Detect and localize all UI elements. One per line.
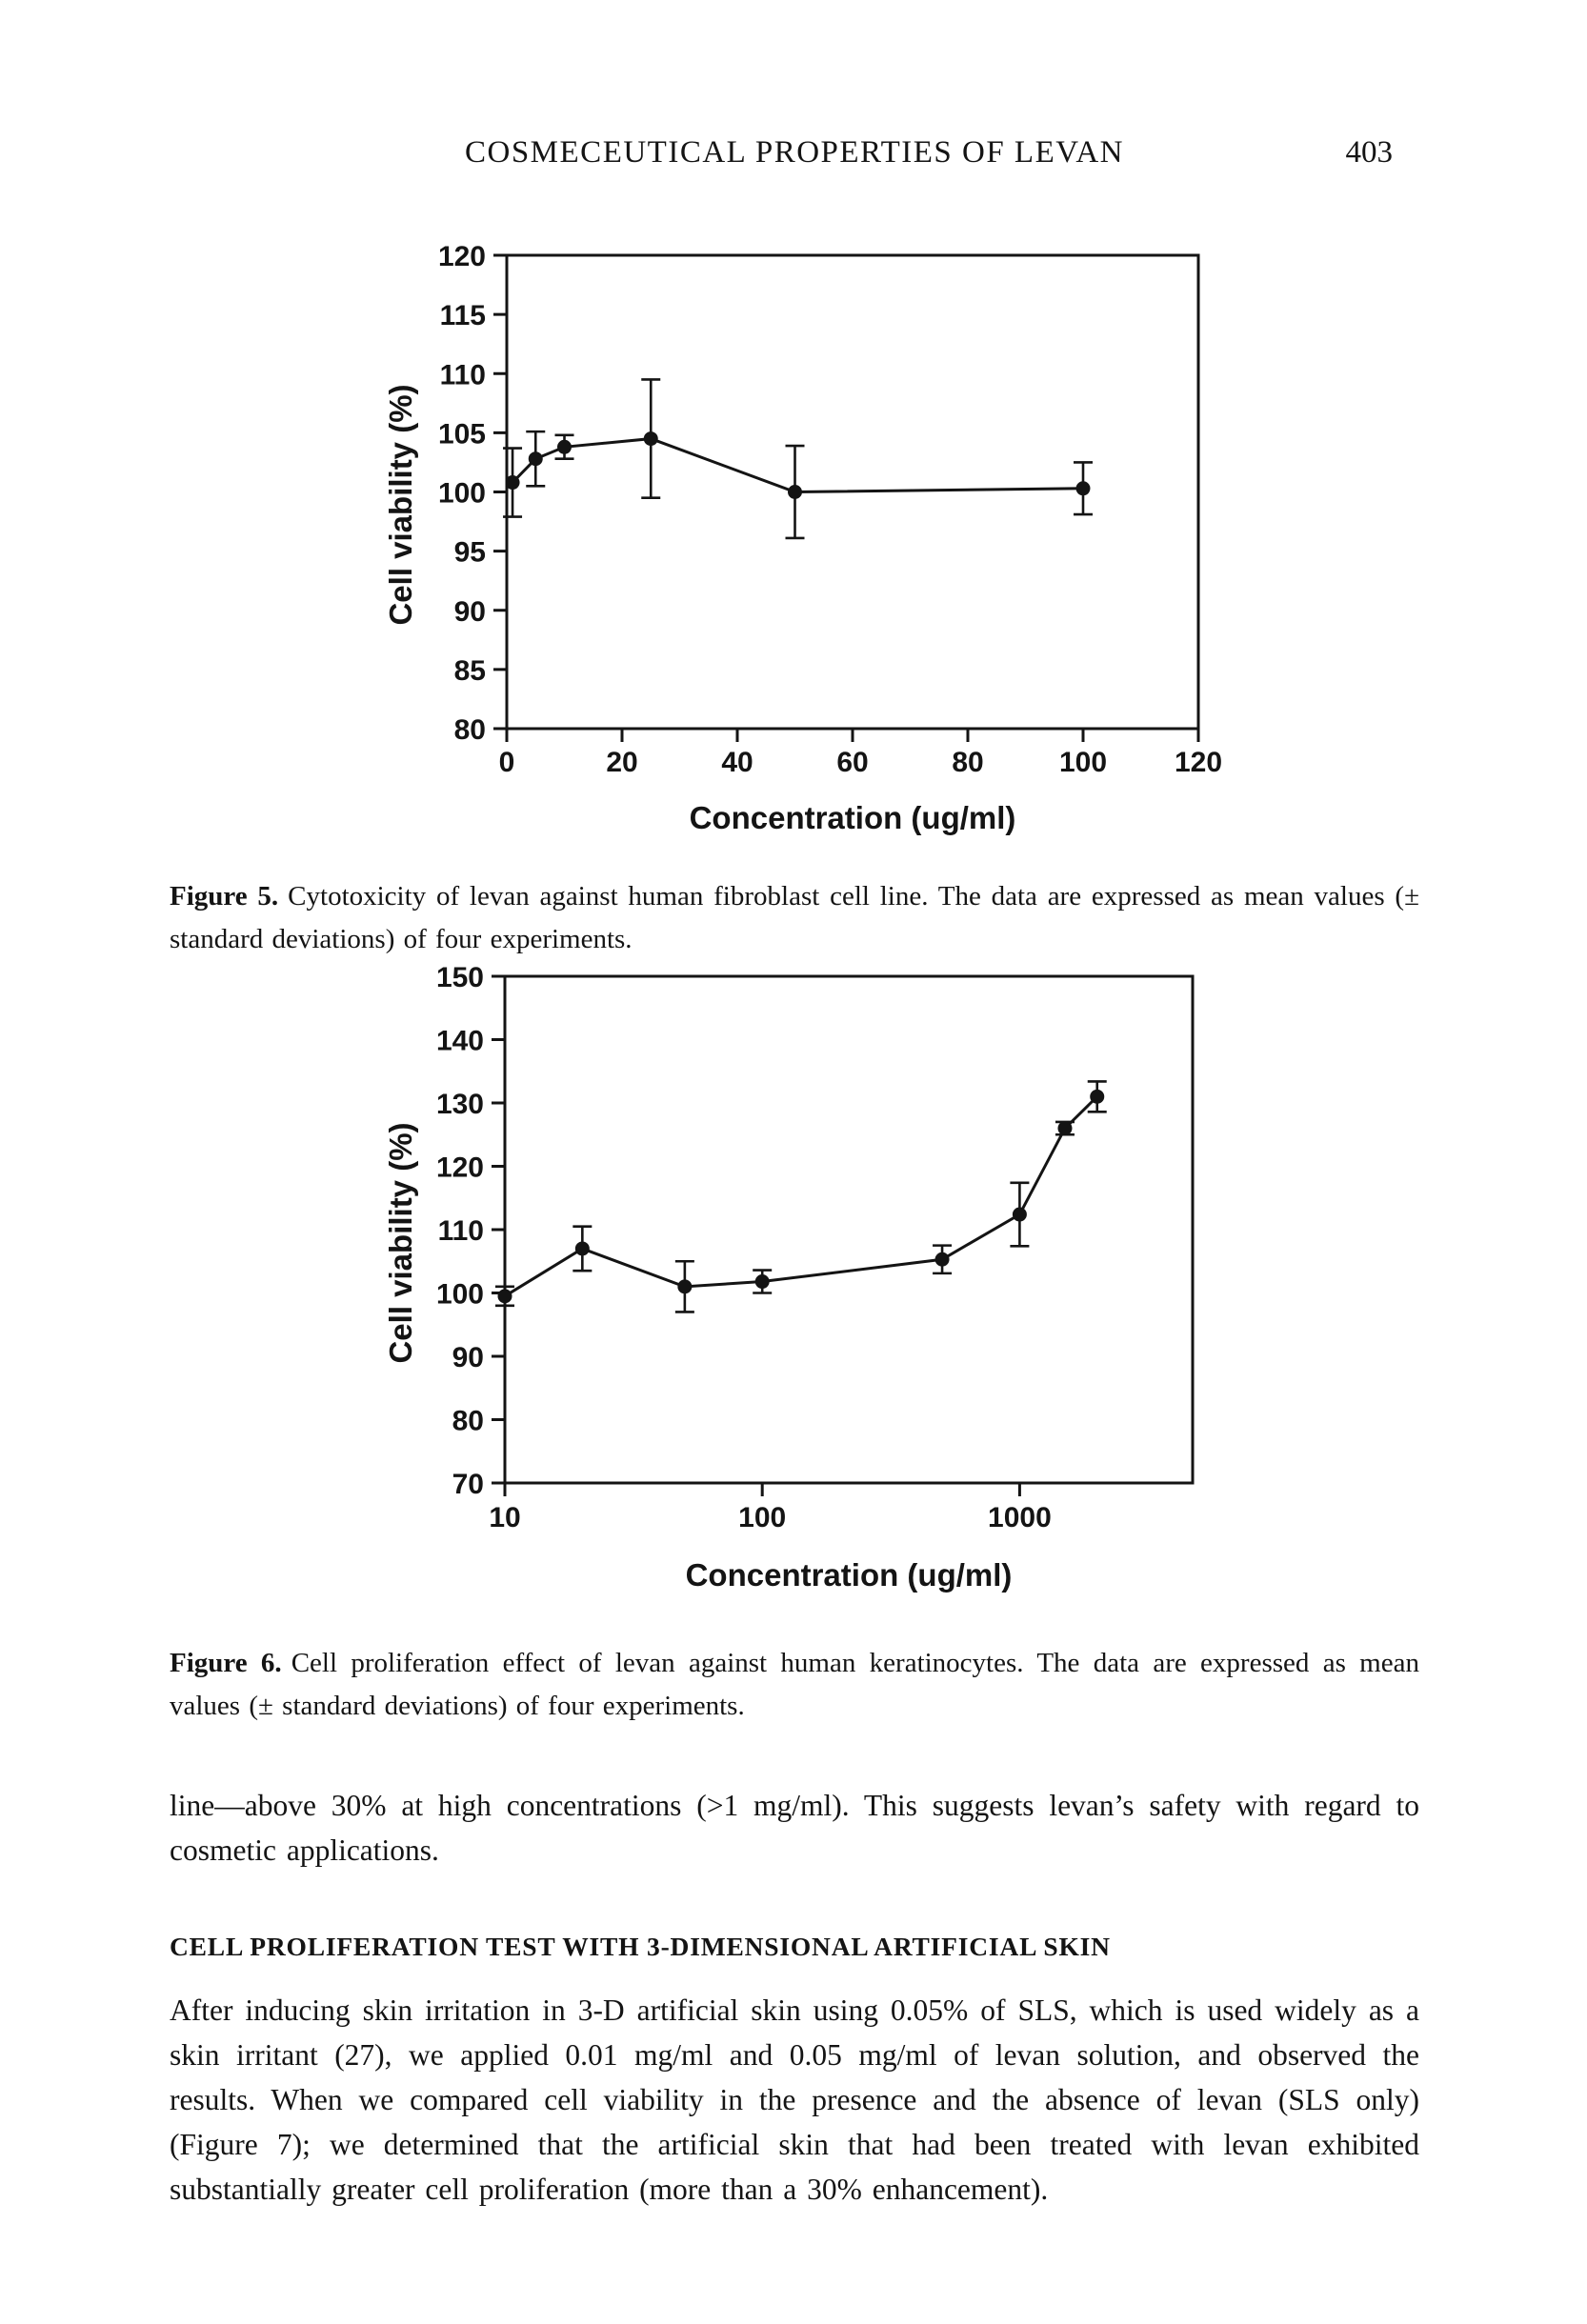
data-point xyxy=(574,1241,590,1256)
y-tick-label: 140 xyxy=(436,1026,484,1057)
data-point xyxy=(528,451,543,467)
x-tick-label: 10 xyxy=(489,1502,520,1533)
figure5-caption: Figure 5. Cytotoxicity of levan against h… xyxy=(170,875,1419,961)
y-tick-label: 130 xyxy=(436,1089,484,1120)
y-tick-label: 90 xyxy=(452,1342,484,1373)
y-tick-label: 80 xyxy=(452,1406,484,1437)
x-tick-label: 100 xyxy=(738,1502,786,1533)
y-tick-label: 85 xyxy=(454,655,486,687)
y-tick-label: 80 xyxy=(454,714,486,746)
data-point xyxy=(497,1289,512,1304)
y-tick-label: 110 xyxy=(440,359,486,391)
page-number: 403 xyxy=(1345,135,1394,170)
x-axis-label: Concentration (ug/ml) xyxy=(690,800,1016,835)
section-heading: CELL PROLIFERATION TEST WITH 3-DIMENSION… xyxy=(170,1931,1111,1961)
y-tick-label: 90 xyxy=(454,596,486,628)
y-tick-label: 150 xyxy=(436,962,484,993)
data-point xyxy=(1090,1089,1105,1104)
data-point xyxy=(788,485,802,499)
body-paragraph-1: line—above 30% at high concentrations (>… xyxy=(170,1788,1419,1867)
body-paragraph-2: After inducing skin irritation in 3-D ar… xyxy=(170,1993,1419,2206)
x-tick-label: 80 xyxy=(952,747,983,778)
y-tick-label: 110 xyxy=(438,1215,484,1247)
data-point xyxy=(1012,1207,1027,1222)
figure6-caption: Figure 6. Cell proliferation effect of le… xyxy=(170,1642,1419,1728)
y-tick-label: 100 xyxy=(438,478,486,510)
figure5-caption-text: Cytotoxicity of levan against human fibr… xyxy=(170,881,1419,954)
plot-frame xyxy=(503,974,1195,1485)
running-head-title: COSMECEUTICAL PROPERTIES OF LEVAN xyxy=(464,135,1124,170)
figure5-chart: 80 85 90 95 100 105 110 115 120 0 20 40 60 80 100 120 Co… xyxy=(383,241,1222,835)
figure6-chart: 70 80 90 100 110 120 130 140 150 10 100 1000 Concent… xyxy=(383,962,1195,1593)
y-axis-label: Cell viability (%) xyxy=(383,1122,418,1363)
y-tick-label: 70 xyxy=(452,1469,484,1500)
x-tick-label: 60 xyxy=(836,747,868,778)
y-tick-label: 120 xyxy=(436,1152,484,1184)
running-head: COSMECEUTICAL PROPERTIES OF LEVAN 403 xyxy=(170,135,1419,183)
data-point xyxy=(1075,481,1091,496)
data-point xyxy=(1057,1121,1073,1136)
y-axis-label: Cell viability (%) xyxy=(383,384,418,625)
data-point xyxy=(934,1252,950,1267)
x-tick-label: 20 xyxy=(606,747,637,778)
data-point xyxy=(677,1279,693,1294)
data-point xyxy=(643,431,658,447)
x-tick-label: 40 xyxy=(721,747,753,778)
y-tick-label: 105 xyxy=(438,418,486,450)
x-tick-label: 1000 xyxy=(988,1502,1052,1533)
y-tick-label: 120 xyxy=(438,241,486,272)
x-tick-label: 100 xyxy=(1059,747,1107,778)
figure6-caption-text: Cell proliferation effect of levan again… xyxy=(170,1648,1419,1721)
figure5-caption-label: Figure 5. xyxy=(170,881,279,912)
x-axis-label: Concentration (ug/ml) xyxy=(686,1557,1013,1593)
x-tick-label: 120 xyxy=(1175,747,1222,778)
y-tick-label: 100 xyxy=(436,1279,484,1311)
figure6-caption-label: Figure 6. xyxy=(170,1648,282,1678)
y-tick-label: 115 xyxy=(440,300,486,331)
x-tick-label: 0 xyxy=(499,747,515,778)
data-point xyxy=(557,439,572,454)
data-point xyxy=(505,475,520,491)
data-line xyxy=(504,1095,1098,1298)
data-point xyxy=(754,1274,770,1290)
y-tick-label: 95 xyxy=(454,537,486,569)
